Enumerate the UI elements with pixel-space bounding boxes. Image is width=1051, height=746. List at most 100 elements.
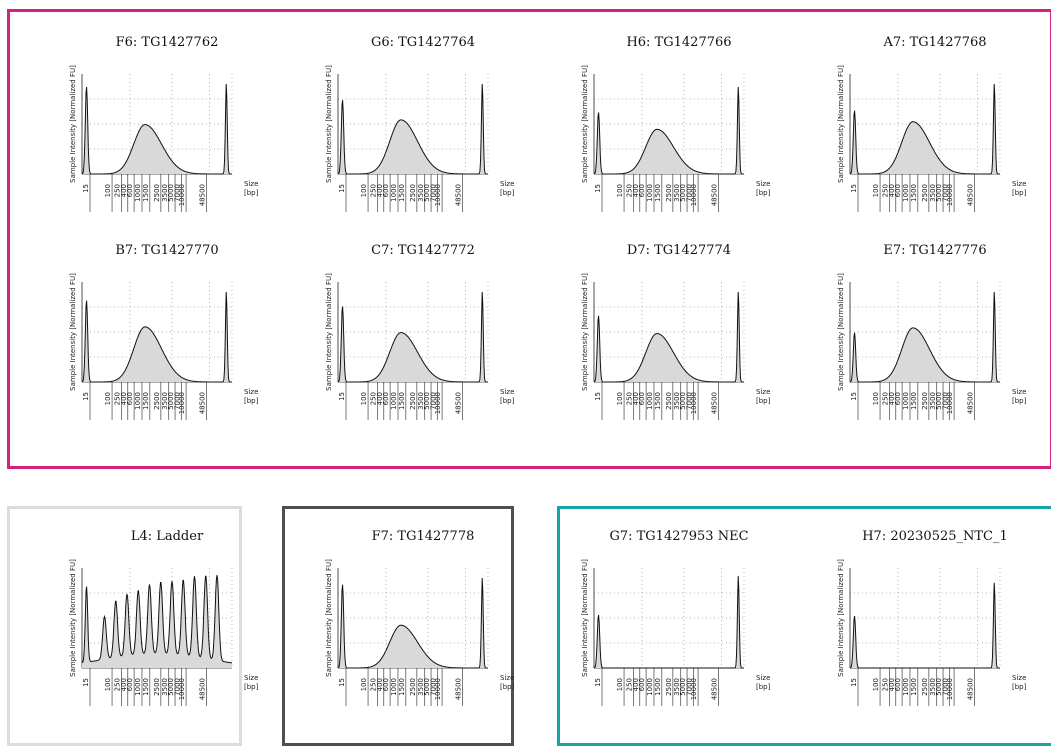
x-tick-label: 7000 (941, 678, 949, 696)
x-tick-label: 15 (594, 392, 602, 401)
electropherogram-panel: G6: TG1427764 Sample Intensity [Normalize… (325, 35, 515, 212)
x-axis-label: Size (1012, 674, 1026, 682)
x-tick-label: 100 (872, 392, 880, 405)
panel-title: H6: TG1427766 (626, 35, 731, 50)
x-tick-label: 2500 (153, 392, 161, 410)
x-tick-label: 10000 (690, 184, 698, 206)
x-axis-unit: [bp] (756, 397, 771, 405)
x-tick-label: 1000 (902, 678, 910, 696)
x-tick-label: 5000 (935, 678, 943, 696)
electropherogram-trace (849, 291, 1000, 383)
x-tick-label: 10000 (434, 678, 442, 700)
grid (82, 282, 233, 382)
electropherogram-panel: H7: 20230525_NTC_1 Sample Intensity [Norm… (837, 529, 1027, 706)
y-axis-label: Sample Intensity [Normalized FU] (325, 559, 333, 677)
electropherogram-trace (593, 576, 744, 669)
x-tick-label: 3500 (417, 678, 425, 696)
trace-area (594, 86, 744, 174)
x-tick-label: 600 (894, 678, 902, 691)
x-tick-label: 48500 (455, 184, 463, 206)
x-tick-label: 7000 (173, 678, 181, 696)
x-axis-unit: [bp] (500, 683, 515, 691)
panel-title: D7: TG1427774 (627, 243, 731, 258)
x-tick-label: 100 (872, 184, 880, 197)
panel-title: C7: TG1427772 (371, 243, 475, 258)
x-axis-unit: [bp] (756, 683, 771, 691)
x-axis-label: Size (244, 180, 258, 188)
x-tick-label: 48500 (967, 184, 975, 206)
panel-title: A7: TG1427768 (882, 35, 986, 50)
panel-title: F6: TG1427762 (116, 35, 219, 50)
electropherogram-panel: G7: TG1427953 NEC Sample Intensity [Norma… (581, 529, 771, 706)
x-axis-label: Size (756, 674, 770, 682)
x-tick-label: 250 (882, 392, 890, 405)
x-tick-label: 15 (594, 678, 602, 687)
x-tick-label: 3500 (673, 678, 681, 696)
x-tick-label: 5000 (935, 184, 943, 202)
y-axis-label: Sample Intensity [Normalized FU] (69, 65, 77, 183)
x-tick-label: 5000 (679, 392, 687, 410)
x-tick-label: 15 (82, 678, 90, 687)
x-tick-label: 1500 (142, 392, 150, 410)
x-tick-label: 15 (850, 392, 858, 401)
x-tick-label: 600 (126, 184, 134, 197)
x-tick-label: 48500 (711, 678, 719, 700)
x-tick-label: 100 (616, 184, 624, 197)
x-tick-label: 5000 (423, 184, 431, 202)
x-axis-label: Size (244, 388, 258, 396)
x-tick-label: 400 (120, 678, 128, 691)
x-tick-label: 1500 (910, 392, 918, 410)
x-tick-label: 1500 (654, 392, 662, 410)
x-tick-label: 7000 (429, 678, 437, 696)
x-tick-label: 400 (632, 392, 640, 405)
x-tick-label: 400 (888, 678, 896, 691)
x-tick-label: 5000 (423, 678, 431, 696)
electropherogram-panel: H6: TG1427766 Sample Intensity [Normalize… (581, 35, 771, 212)
x-tick-label: 2500 (921, 392, 929, 410)
x-tick-label: 7000 (685, 678, 693, 696)
x-tick-label: 1500 (654, 678, 662, 696)
y-axis-label: Sample Intensity [Normalized FU] (581, 273, 589, 391)
x-tick-label: 10000 (434, 392, 442, 414)
x-tick-label: 600 (126, 678, 134, 691)
electropherogram-panel: E7: TG1427776 Sample Intensity [Normalize… (837, 243, 1027, 420)
x-tick-label: 10000 (178, 184, 186, 206)
panel-title: B7: TG1427770 (115, 243, 218, 258)
x-tick-label: 1500 (654, 184, 662, 202)
x-tick-label: 10000 (946, 184, 954, 206)
x-tick-label: 600 (638, 678, 646, 691)
x-tick-label: 15 (850, 678, 858, 687)
x-tick-label: 15 (82, 392, 90, 401)
electropherogram-trace (81, 83, 232, 175)
x-axis-label: Size (1012, 388, 1026, 396)
x-tick-label: 48500 (199, 184, 207, 206)
x-tick-label: 400 (632, 184, 640, 197)
x-tick-label: 100 (360, 392, 368, 405)
grid (594, 74, 745, 174)
y-axis-label: Sample Intensity [Normalized FU] (837, 559, 845, 677)
x-tick-label: 2500 (409, 678, 417, 696)
electropherogram-trace (593, 86, 744, 175)
x-tick-label: 5000 (167, 184, 175, 202)
electropherogram-panel: B7: TG1427770 Sample Intensity [Normalize… (69, 243, 259, 420)
x-tick-label: 400 (376, 184, 384, 197)
x-tick-label: 48500 (199, 678, 207, 700)
x-axis-label: Size (500, 388, 514, 396)
trace-area (594, 576, 744, 668)
panel-title: G7: TG1427953 NEC (609, 529, 748, 544)
x-tick-label: 5000 (423, 392, 431, 410)
electropherogram-trace (593, 291, 744, 383)
x-tick-label: 600 (894, 392, 902, 405)
electropherogram-panel: C7: TG1427772 Sample Intensity [Normalize… (325, 243, 515, 420)
x-tick-label: 1000 (902, 392, 910, 410)
x-tick-label: 7000 (685, 184, 693, 202)
x-tick-label: 100 (104, 392, 112, 405)
x-tick-label: 10000 (690, 392, 698, 414)
panel-title: F7: TG1427778 (372, 529, 475, 544)
grid (338, 568, 489, 668)
x-axis-unit: [bp] (1012, 189, 1027, 197)
x-tick-label: 250 (370, 184, 378, 197)
x-tick-label: 1000 (902, 184, 910, 202)
x-tick-label: 7000 (173, 392, 181, 410)
x-tick-label: 15 (82, 184, 90, 193)
